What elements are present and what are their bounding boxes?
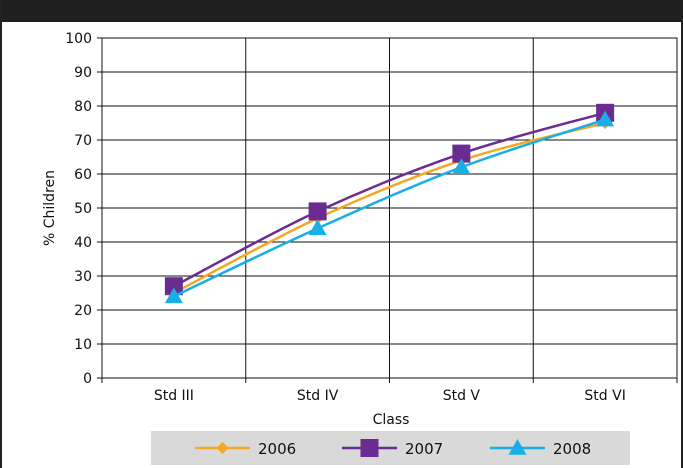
series-line-2006 [173,121,606,295]
y-tick-label: 100 [65,31,92,47]
series-layer [164,103,615,304]
y-axis-title: % Children [42,170,58,246]
label-layer: 0 10 20 30 40 50 60 70 80 90 100 Std III Std IV Std V… [65,31,626,404]
header-band [2,0,683,22]
y-tick-label: 60 [74,167,92,183]
legend-marker-2007 [360,439,379,457]
y-tick-label: 90 [74,65,92,81]
legend-marker-2006 [216,442,229,454]
data-point-2007 [308,202,327,221]
x-axis-title: Class [373,412,410,428]
y-tick-label: 40 [74,235,92,251]
legend-label-2008: 2008 [553,440,591,458]
series-2008 [164,110,615,304]
legend-label-2006: 2006 [258,440,296,458]
y-tick-label: 20 [74,303,92,319]
y-tick-label: 0 [83,371,92,387]
y-tick-label: 30 [74,269,92,285]
data-point-2007 [164,277,183,296]
y-tick-label: 50 [74,201,92,217]
y-tick-label: 80 [74,99,92,115]
x-tick-label: Std IV [297,388,339,404]
data-point-2008 [596,110,615,127]
y-tick-label: 10 [74,337,92,353]
data-point-2007 [452,144,471,163]
data-point-2008 [308,219,327,236]
x-tick-label: Std V [443,388,481,404]
legend: 2006 2007 2008 [151,431,630,465]
series-line-2008 [173,118,606,298]
series-2007 [164,103,615,296]
grid-layer [101,37,678,379]
x-tick-label: Std VI [584,388,625,404]
legend-label-2007: 2007 [405,440,443,458]
data-point-2008 [164,287,183,304]
y-tick-label: 70 [74,133,92,149]
series-line-2007 [173,111,606,288]
legend-marker-2008 [508,439,527,455]
data-point-2008 [452,158,471,174]
x-tick-label: Std III [154,388,194,404]
axis-layer [97,37,678,383]
